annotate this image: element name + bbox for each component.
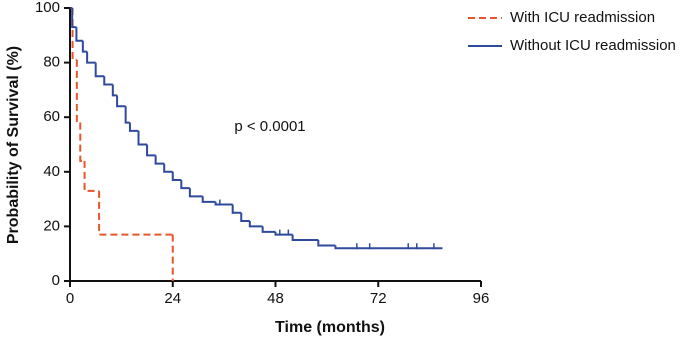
survival-step <box>81 40 88 53</box>
survival-step <box>240 212 250 222</box>
survival-step <box>103 76 113 86</box>
survival-step <box>201 196 216 203</box>
legend-label: Without ICU readmission <box>510 37 676 54</box>
y-tick-label: 20 <box>43 217 60 234</box>
survival-step <box>291 234 319 242</box>
survival-step <box>137 130 148 146</box>
survival-step <box>334 245 443 250</box>
survival-step <box>317 240 336 247</box>
survival-step <box>79 122 85 162</box>
survival-step <box>274 231 293 236</box>
survival-step <box>86 51 96 64</box>
survival-step <box>98 190 173 236</box>
survival-step <box>154 155 165 165</box>
survival-step <box>248 220 263 228</box>
survival-step <box>71 8 77 29</box>
survival-step <box>231 204 242 214</box>
survival-step <box>116 95 126 108</box>
survival-step <box>171 171 182 181</box>
x-tick-label: 0 <box>66 290 74 307</box>
survival-step <box>214 201 233 206</box>
y-tick-label: 0 <box>52 272 60 289</box>
y-axis-label: Probability of Survival (%) <box>5 46 22 244</box>
survival-step <box>180 179 190 190</box>
survival-step <box>163 163 173 173</box>
y-tick-label: 100 <box>35 0 60 16</box>
x-tick-label: 48 <box>267 290 284 307</box>
annotation: p < 0.0001 <box>234 118 305 135</box>
legend-label: With ICU readmission <box>510 9 655 26</box>
x-axis-label: Time (months) <box>275 319 385 336</box>
survival-step <box>128 122 139 132</box>
survival-step <box>75 59 81 124</box>
y-tick-label: 60 <box>43 108 60 125</box>
survival-step <box>75 27 83 42</box>
survival-step <box>124 106 130 124</box>
survival-step <box>146 144 156 157</box>
survival-step <box>261 226 276 233</box>
survival-step <box>188 188 203 198</box>
x-tick-label: 96 <box>473 290 490 307</box>
x-tick-label: 72 <box>370 290 387 307</box>
y-tick-label: 40 <box>43 163 60 180</box>
survival-step <box>83 160 100 192</box>
survival-step <box>94 62 105 78</box>
survival-step <box>111 84 118 97</box>
y-tick-label: 80 <box>43 54 60 71</box>
x-tick-label: 24 <box>164 290 181 307</box>
